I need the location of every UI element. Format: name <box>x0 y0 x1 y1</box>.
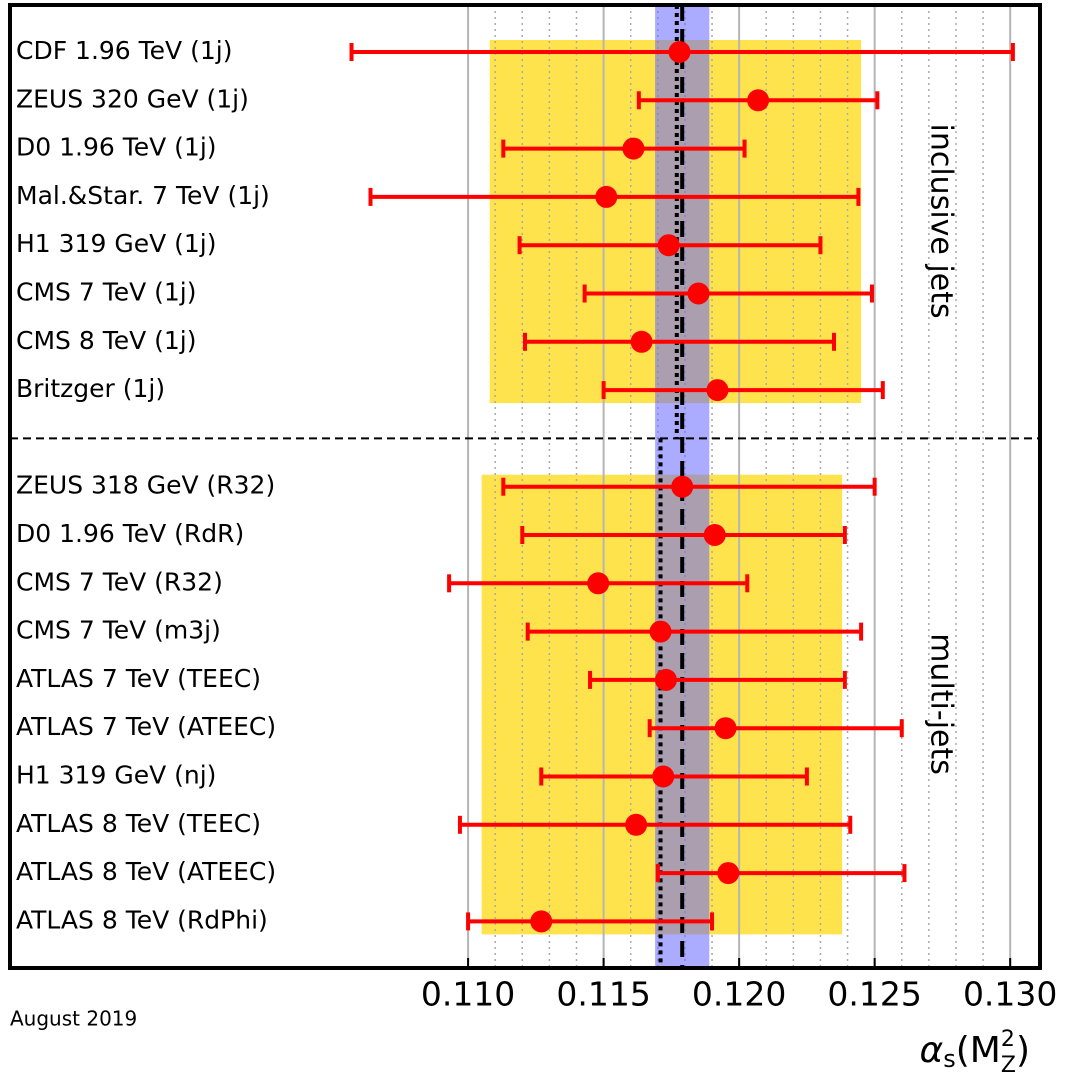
row-label: ATLAS 7 TeV (TEEC) <box>16 664 261 693</box>
row-label: D0 1.96 TeV (1j) <box>16 133 217 162</box>
date-note: August 2019 <box>10 1007 137 1031</box>
marker <box>706 379 729 402</box>
marker <box>630 330 653 353</box>
row-label: Britzger (1j) <box>16 374 165 403</box>
foreground-layer: 0.110 0.115 0.120 0.125 0.130 CDF 1.96 TeV (1… <box>8 3 1057 1014</box>
marker <box>703 524 726 546</box>
group-label: inclusive jets <box>924 124 959 319</box>
x-label-part: ) <box>1016 1030 1030 1071</box>
row-label: ZEUS 320 GeV (1j) <box>16 84 249 113</box>
plot-frame <box>8 3 1042 970</box>
row-label: CMS 7 TeV (m3j) <box>16 616 221 645</box>
row-label: ATLAS 8 TeV (ATEEC) <box>16 857 276 886</box>
marker <box>622 137 645 160</box>
x-label-part: (M <box>956 1030 1001 1071</box>
row-label: CDF 1.96 TeV (1j) <box>16 36 232 65</box>
row-label: H1 319 GeV (nj) <box>16 761 216 790</box>
marker <box>714 717 737 740</box>
x-label-part: Z <box>1001 1053 1016 1078</box>
row-label: ATLAS 8 TeV (RdPhi) <box>16 905 268 934</box>
marker <box>625 813 648 836</box>
x-tick-label: 0.115 <box>556 975 650 1014</box>
marker <box>687 282 710 305</box>
row-label: ZEUS 318 GeV (R32) <box>16 471 275 500</box>
x-tick-label: 0.125 <box>827 975 921 1014</box>
marker <box>671 475 694 498</box>
marker <box>654 668 677 691</box>
marker <box>649 620 672 643</box>
row-label: CMS 8 TeV (1j) <box>16 326 197 355</box>
marker <box>530 910 553 933</box>
marker <box>747 89 770 112</box>
row-label: ATLAS 7 TeV (ATEEC) <box>16 712 276 741</box>
x-tick-label: 0.110 <box>421 975 515 1014</box>
x-tick-label: 0.120 <box>692 975 786 1014</box>
marker <box>652 765 675 788</box>
x-axis-label: αs(M2 Z) <box>920 1027 1030 1078</box>
marker <box>595 185 618 208</box>
marker <box>668 41 691 63</box>
row-label: ATLAS 8 TeV (TEEC) <box>16 809 261 838</box>
x-label-part: s <box>943 1045 956 1073</box>
row-label: D0 1.96 TeV (RdR) <box>16 519 244 548</box>
x-label-part: α <box>920 1030 944 1071</box>
x-label-part: 2 <box>1001 1027 1015 1052</box>
group-label: multi-jets <box>924 633 959 775</box>
row-label: CMS 7 TeV (1j) <box>16 278 197 307</box>
marker <box>717 862 740 885</box>
row-label: Mal.&Star. 7 TeV (1j) <box>16 181 270 210</box>
row-label: CMS 7 TeV (R32) <box>16 567 223 596</box>
row-label: H1 319 GeV (1j) <box>16 229 216 258</box>
marker <box>657 234 680 257</box>
marker <box>587 572 610 595</box>
x-tick-label: 0.130 <box>963 975 1057 1014</box>
